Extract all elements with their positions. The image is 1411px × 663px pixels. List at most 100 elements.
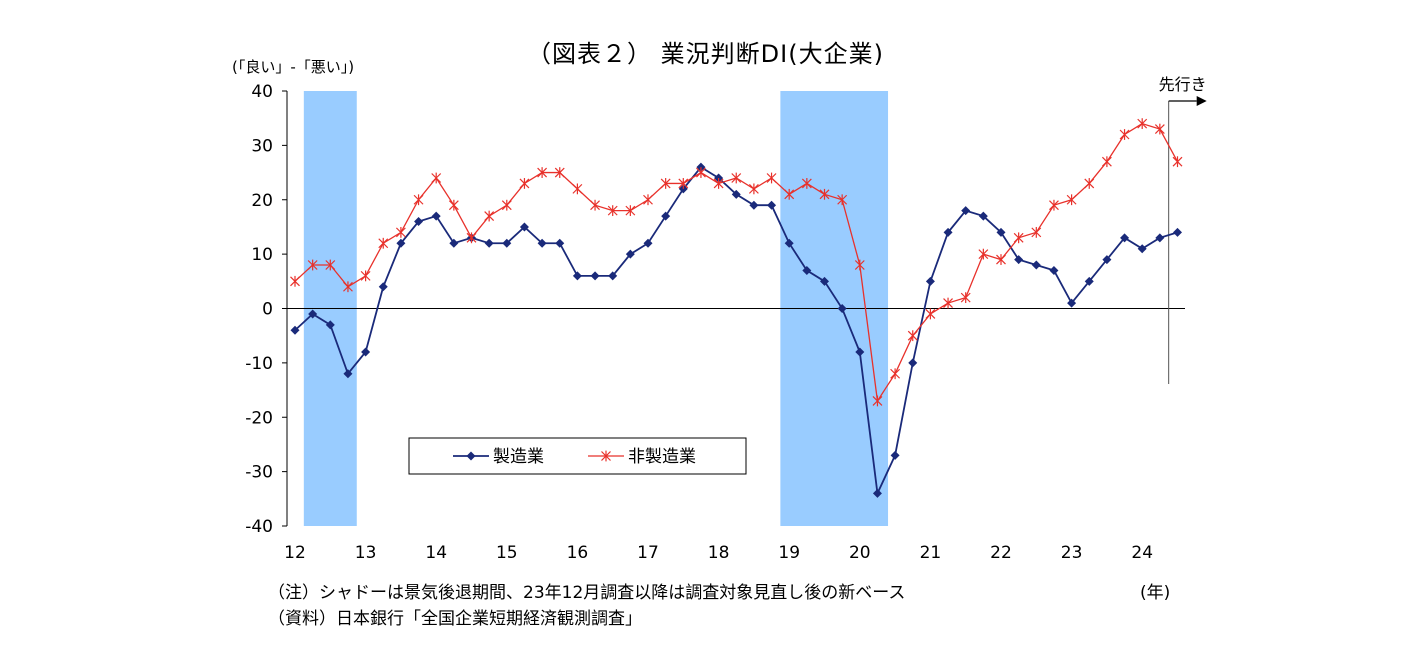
series-0-point	[431, 211, 441, 221]
series-0-point	[643, 238, 653, 248]
series-0-point	[308, 309, 318, 319]
series-0-point	[555, 238, 565, 248]
series-1-point	[643, 194, 653, 206]
series-0-point	[572, 271, 582, 281]
series-0-point	[731, 189, 741, 199]
series-0-point	[872, 488, 882, 498]
series-1-point	[748, 183, 759, 195]
legend-label-0: 製造業	[493, 447, 544, 467]
y-tick-label: 10	[251, 245, 273, 265]
series-1-point	[395, 226, 406, 238]
series-0-point	[502, 238, 512, 248]
legend-marker-0	[466, 451, 476, 461]
series-1-point	[678, 178, 689, 189]
legend-marker-1	[601, 450, 611, 462]
series-1-point	[925, 308, 936, 320]
series-1-point	[625, 205, 636, 217]
x-tick-label: 21	[920, 543, 942, 563]
note-shadow: （注）シャドーは景気後退期間、23年12月調査以降は調査対象見直し後の新ベース	[268, 583, 906, 603]
series-0-point	[961, 206, 971, 216]
y-tick-label: 30	[251, 136, 273, 156]
series-0-point	[820, 276, 829, 286]
series-0-point	[537, 238, 547, 248]
legend-label-1: 非製造業	[628, 447, 696, 467]
series-1-point	[378, 237, 389, 249]
x-tick-label: 13	[355, 543, 377, 563]
series-1-point	[766, 172, 777, 184]
series-1-point	[872, 395, 883, 407]
series-0-point	[590, 271, 600, 281]
series-0-point	[1084, 276, 1094, 286]
series-0-point	[361, 347, 371, 357]
series-1-point	[1066, 194, 1077, 206]
series-0-point	[661, 211, 671, 221]
series-1-point	[1049, 199, 1059, 211]
series-1-point	[784, 188, 795, 200]
series-0-point	[908, 358, 918, 368]
series-0-point	[378, 282, 388, 292]
series-0-point	[714, 173, 724, 183]
series-0-point	[996, 227, 1006, 237]
series-1-point	[996, 254, 1006, 265]
series-1-point	[1154, 123, 1165, 135]
series-0-point	[396, 238, 406, 248]
x-tick-label: 19	[778, 543, 800, 563]
series-0-point	[1173, 227, 1182, 237]
series-1-point	[890, 368, 901, 380]
y-tick-label: 20	[251, 191, 273, 211]
y-tick-label: 40	[251, 82, 273, 102]
series-1-point	[431, 172, 442, 184]
series-0-point	[290, 325, 300, 335]
series-0-point	[343, 369, 353, 379]
x-tick-label: 12	[284, 543, 306, 563]
x-tick-label: 18	[708, 543, 730, 563]
y-tick-label: -30	[245, 463, 273, 483]
series-0-point	[890, 450, 900, 460]
series-0-point	[519, 222, 529, 232]
x-tick-label: 16	[567, 543, 589, 563]
series-1-point	[343, 281, 353, 293]
series-0-point	[837, 304, 847, 313]
series-0-point	[325, 320, 335, 330]
series-0-point	[1067, 298, 1077, 308]
series-1-point	[819, 188, 830, 200]
series-0-point	[608, 271, 618, 281]
series-1-point	[1101, 156, 1112, 168]
series-0-point	[943, 227, 953, 237]
x-tick-label: 14	[425, 543, 447, 563]
series-1-point	[501, 199, 512, 211]
series-1-point	[360, 270, 371, 282]
series-0-point	[767, 200, 777, 210]
series-line-1	[294, 122, 1179, 403]
series-1-point	[713, 178, 724, 189]
series-0-point	[625, 249, 635, 259]
x-tick-label: 15	[496, 543, 518, 563]
series-1-point	[325, 259, 336, 271]
forecast-label: 先行き	[1159, 75, 1207, 94]
x-tick-label: 23	[1061, 543, 1083, 563]
series-0-point	[1031, 260, 1041, 270]
series-0-point	[1102, 255, 1112, 265]
series-0-point	[784, 238, 794, 248]
series-1-point	[907, 330, 918, 342]
series-1-point	[519, 178, 530, 189]
series-1-point	[696, 167, 706, 178]
y-tick-label: -10	[245, 354, 273, 374]
series-1-point	[1031, 226, 1042, 238]
series-0-point	[978, 211, 988, 221]
series-1-point	[572, 183, 583, 195]
series-0-point	[1155, 233, 1165, 243]
series-0-point	[1137, 244, 1147, 254]
series-1-point	[943, 297, 953, 309]
series-1-point	[448, 199, 459, 211]
note-source: （資料）日本銀行「全国企業短期経済観測調査」	[268, 609, 642, 629]
series-1-point	[1137, 118, 1148, 130]
series-1-point	[554, 167, 565, 178]
series-1-point	[731, 172, 742, 184]
series-0-point	[749, 200, 759, 210]
series-0-point	[449, 238, 459, 248]
series-0-point	[678, 184, 688, 194]
series-0-point	[414, 217, 424, 226]
series-0-point	[484, 238, 494, 248]
y-tick-label: -40	[245, 517, 273, 537]
